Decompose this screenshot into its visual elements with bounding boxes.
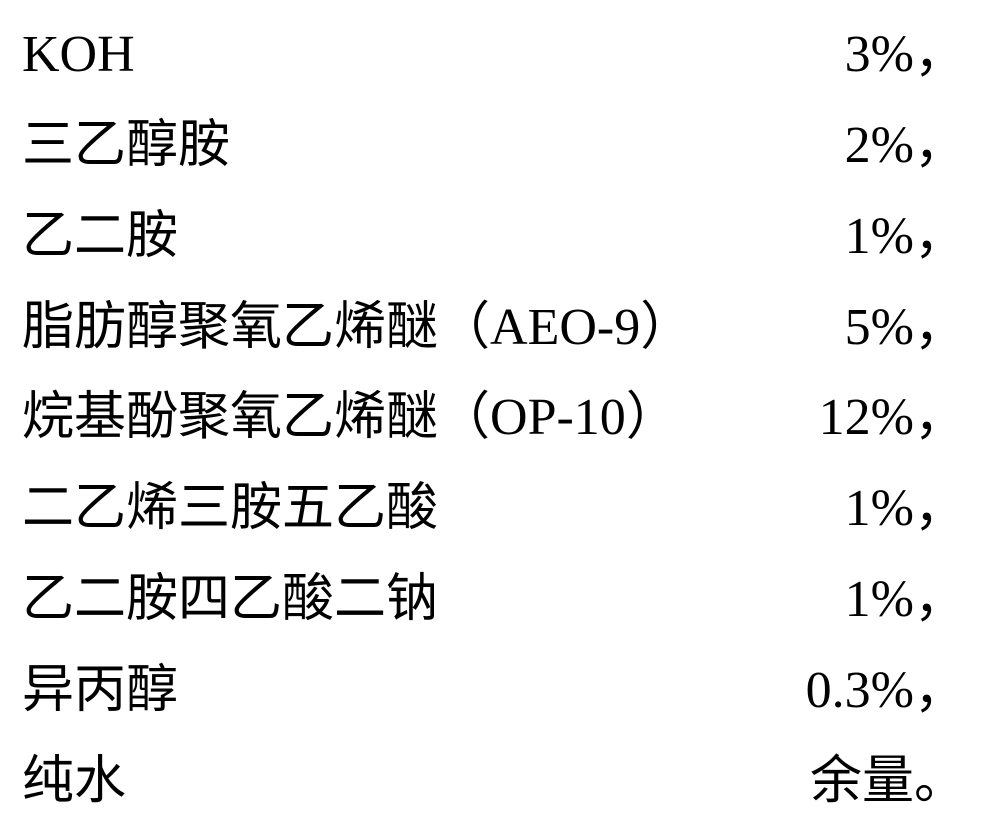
table-row: 异丙醇 0.3%， [22,665,966,717]
ingredient-value: 余量。 [810,756,966,808]
ingredient-label: 烷基酚聚氧乙烯醚（OP-10） [22,392,678,444]
ingredient-value: 12%， [819,392,966,444]
ingredient-label: 乙二胺四乙酸二钠 [22,574,438,626]
ingredient-value: 1%， [845,483,966,535]
ingredient-label: 脂肪醇聚氧乙烯醚（AEO-9） [22,302,692,354]
ingredient-value: 1%， [845,211,966,263]
ingredient-label: 三乙醇胺 [22,120,230,172]
ingredient-label: 异丙醇 [22,665,178,717]
table-row: 二乙烯三胺五乙酸 1%， [22,483,966,535]
table-row: 三乙醇胺 2%， [22,120,966,172]
table-row: 烷基酚聚氧乙烯醚（OP-10） 12%， [22,392,966,444]
ingredient-value: 5%， [845,302,966,354]
table-row: 乙二胺四乙酸二钠 1%， [22,574,966,626]
table-row: 脂肪醇聚氧乙烯醚（AEO-9） 5%， [22,302,966,354]
ingredient-label: KOH [22,29,135,81]
ingredient-value: 3%， [845,29,966,81]
ingredient-value: 1%， [845,574,966,626]
composition-list: KOH 3%， 三乙醇胺 2%， 乙二胺 1%， 脂肪醇聚氧乙烯醚（AEO-9）… [0,0,1000,837]
ingredient-value: 0.3%， [806,665,966,717]
ingredient-value: 2%， [845,120,966,172]
table-row: 纯水 余量。 [22,756,966,808]
ingredient-label: 二乙烯三胺五乙酸 [22,483,438,535]
ingredient-label: 乙二胺 [22,211,178,263]
table-row: KOH 3%， [22,29,966,81]
table-row: 乙二胺 1%， [22,211,966,263]
ingredient-label: 纯水 [22,756,126,808]
